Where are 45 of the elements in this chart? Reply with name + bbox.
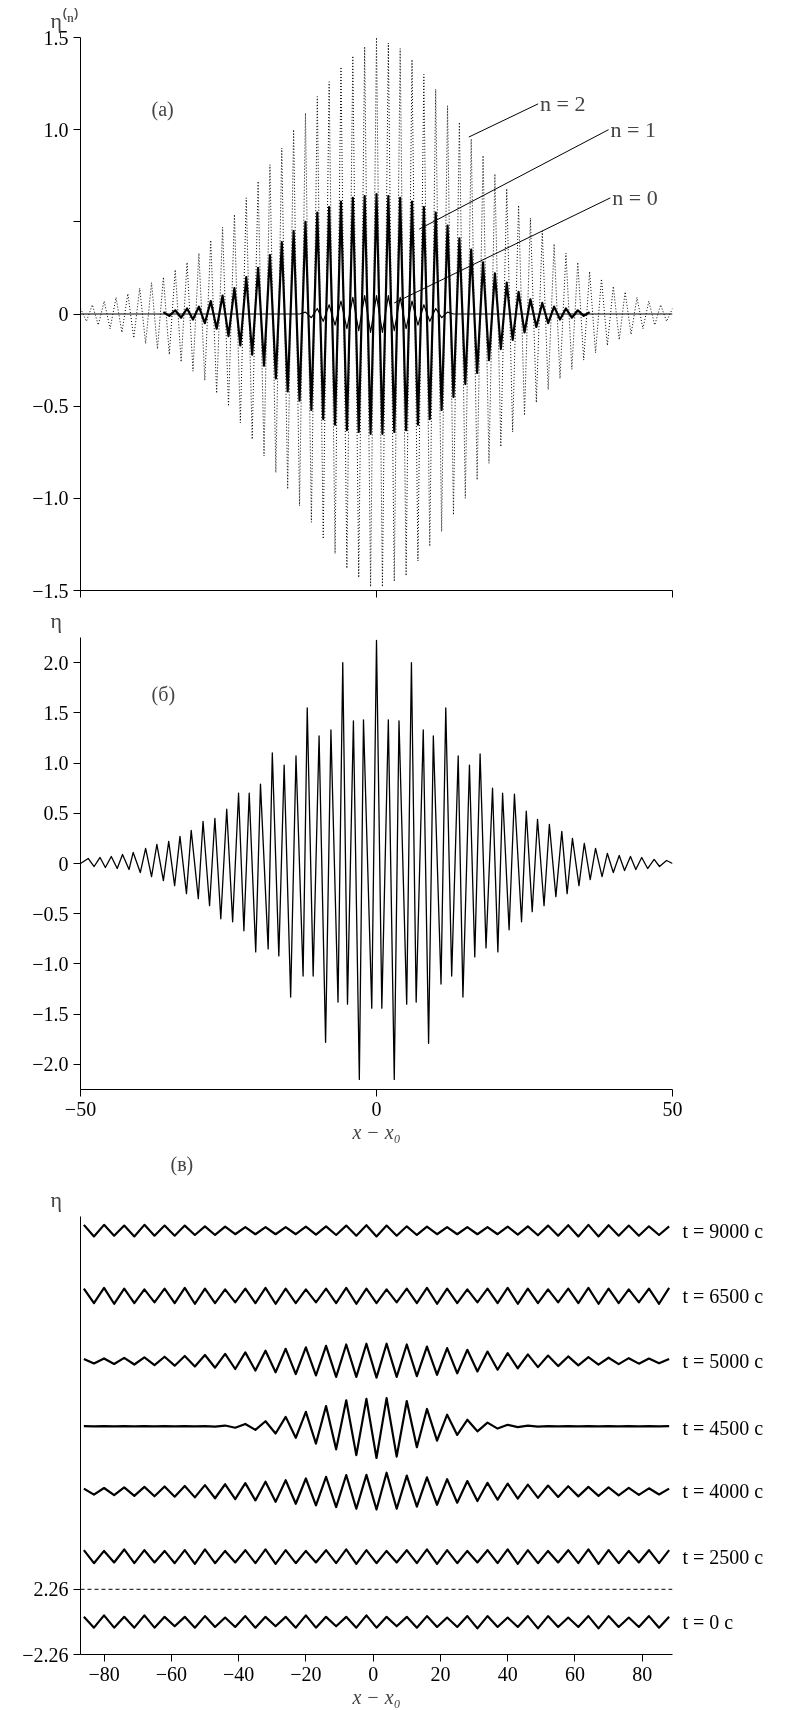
- x-tick-label: 0: [371, 1097, 382, 1120]
- x-tick-label: 20: [430, 1662, 451, 1685]
- series-label: t = 4000 с: [682, 1480, 764, 1503]
- annotation: (a): [151, 98, 174, 122]
- series-label: t = 4500 с: [682, 1417, 764, 1440]
- y-tick-label: −1.0: [32, 952, 69, 975]
- x-tick-label: −40: [222, 1662, 255, 1685]
- series-label: t = 0 с: [682, 1610, 734, 1633]
- x-tick-label: −20: [290, 1662, 322, 1685]
- y-axis-title: η: [50, 607, 63, 633]
- y-tick-label: −0.5: [32, 902, 69, 925]
- annotation: (б): [151, 683, 176, 707]
- x-tick-label: 50: [662, 1097, 683, 1120]
- x-tick-label: 80: [632, 1662, 653, 1685]
- y-tick-label: −0.5: [32, 395, 69, 418]
- y-tick-label: 1.0: [43, 752, 69, 775]
- x-tick-label: 60: [564, 1662, 585, 1685]
- y-tick-label: 0: [58, 303, 69, 325]
- x-tick-label: 0: [368, 1662, 379, 1685]
- y-tick-label: −2.26: [22, 1643, 69, 1666]
- series-label: t = 5000 с: [682, 1349, 764, 1372]
- x-axis-title: x − x₀: [351, 1685, 401, 1708]
- y-tick-label: −2.0: [32, 1053, 69, 1076]
- y-tick-label: 2.26: [33, 1578, 69, 1601]
- y-tick-label: 2.0: [43, 651, 69, 674]
- x-axis-title: x − x₀: [351, 1120, 401, 1143]
- x-tick-label: 40: [497, 1662, 518, 1685]
- y-tick-label: −1.5: [32, 1003, 69, 1026]
- y-tick-label: 1.0: [43, 118, 69, 141]
- x-tick-label: −80: [88, 1662, 120, 1685]
- text: (в): [170, 1152, 194, 1176]
- annotation: n = 2: [540, 91, 586, 117]
- series-label: t = 9000 с: [682, 1219, 764, 1242]
- y-tick-label: −1.5: [32, 579, 69, 602]
- y-tick-label: −1.0: [32, 487, 69, 510]
- annotation: n = 0: [612, 185, 658, 211]
- y-axis-title: η: [50, 1186, 63, 1212]
- y-tick-label: 0.5: [43, 802, 69, 825]
- series-label: t = 2500 с: [682, 1545, 764, 1568]
- x-tick-label: −60: [155, 1662, 187, 1685]
- x-tick-label: −50: [64, 1097, 97, 1120]
- annotation: n = 1: [610, 117, 656, 143]
- series-label: t = 6500 с: [682, 1284, 764, 1307]
- y-tick-label: 1.5: [43, 701, 69, 724]
- y-tick-label: 0: [58, 852, 69, 875]
